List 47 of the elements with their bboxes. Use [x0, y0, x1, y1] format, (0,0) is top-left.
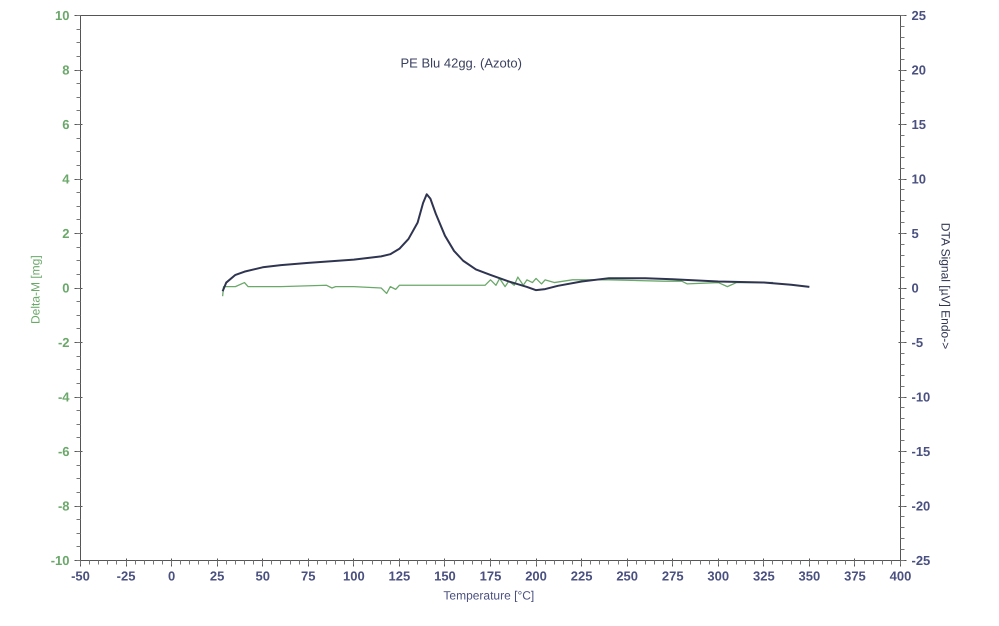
y-tick-label: 8	[62, 62, 70, 78]
x-tick-label: 325	[752, 568, 775, 584]
line-series	[222, 276, 774, 297]
y-tick-label: -6	[58, 444, 70, 459]
y2-tick-label: -20	[912, 498, 930, 514]
x-tick-label: 75	[301, 568, 316, 584]
y-tick-label: 4	[62, 172, 70, 186]
y2-tick-label: 25	[912, 8, 926, 23]
y-tick-label: 6	[62, 117, 70, 132]
y-tick-label: -2	[58, 335, 70, 350]
x-tick-label: 100	[342, 568, 365, 584]
y-tick-label: 10	[55, 8, 70, 23]
x-tick-label: 250	[616, 568, 638, 584]
x-tick-label: 375	[844, 568, 866, 584]
x-tick-label: 150	[434, 568, 456, 584]
x-tick-label: 125	[388, 568, 410, 584]
y-tick-label: -10	[50, 553, 70, 568]
y-tick-label: 2	[62, 226, 70, 241]
y2-tick-label: -15	[912, 444, 930, 459]
y2-tick-label: -10	[912, 390, 930, 404]
y2-axis-title: DTA Signal [µV] Endo->	[938, 222, 952, 350]
x-tick-label: 350	[798, 568, 820, 584]
y2-tick-label: -25	[912, 553, 930, 568]
x-tick-label: -50	[71, 568, 90, 584]
y2-tick-label: 10	[912, 172, 926, 186]
y-tick-label: -4	[58, 390, 70, 404]
y2-tick-label: -5	[912, 335, 924, 350]
y2-tick-label: 15	[912, 117, 926, 132]
y-tick-label: -8	[58, 498, 70, 514]
y-tick-label: 0	[62, 280, 70, 296]
x-tick-label: 175	[480, 568, 502, 584]
x-tick-label: -25	[116, 568, 136, 584]
x-tick-label: 200	[525, 568, 547, 584]
line-series	[222, 193, 810, 292]
x-axis-title: Temperature [°C]	[443, 588, 534, 602]
annotation: PE Blu 42gg. (Azoto)	[400, 56, 522, 70]
y2-tick-label: 20	[912, 62, 926, 78]
y2-tick-label: 0	[912, 280, 919, 296]
x-tick-label: 275	[662, 568, 684, 584]
x-tick-label: 25	[210, 568, 224, 584]
y2-tick-label: 5	[912, 226, 919, 241]
y-axis-title: Delta-M [mg]	[28, 255, 43, 324]
x-tick-label: 300	[707, 568, 730, 584]
x-tick-label: 50	[255, 568, 270, 584]
x-tick-label: 0	[168, 568, 176, 584]
x-tick-label: 400	[890, 568, 912, 584]
x-tick-label: 225	[570, 568, 592, 584]
